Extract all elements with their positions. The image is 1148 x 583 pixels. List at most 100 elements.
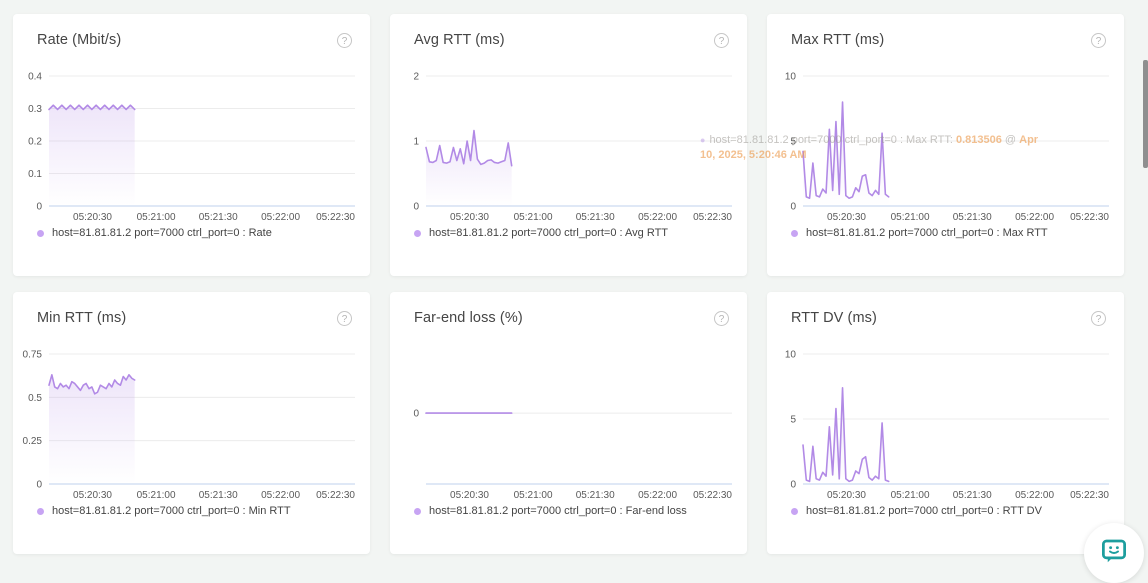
svg-text:0: 0 — [413, 202, 419, 213]
svg-text:0: 0 — [790, 480, 796, 491]
legend-label: host=81.81.81.2 port=7000 ctrl_port=0 : … — [806, 505, 1042, 517]
legend-label: host=81.81.81.2 port=7000 ctrl_port=0 : … — [52, 505, 291, 517]
chart-card-avg-rtt: Avg RTT (ms) ? 0 1 2 05:20:30 05:21:00 05:21:… — [390, 14, 747, 276]
svg-text:05:22:00: 05:22:00 — [1015, 490, 1054, 500]
chart-legend[interactable]: host=81.81.81.2 port=7000 ctrl_port=0 : … — [767, 227, 1124, 239]
legend-dot-icon — [37, 507, 44, 515]
legend-label: host=81.81.81.2 port=7000 ctrl_port=0 : … — [52, 227, 272, 239]
legend-label: host=81.81.81.2 port=7000 ctrl_port=0 : … — [429, 227, 669, 239]
svg-text:05:22:30: 05:22:30 — [693, 212, 732, 222]
chart-card-rate: Rate (Mbit/s) ? 0 0.1 0.2 0.3 0.4 05:20:30 05:… — [13, 14, 370, 276]
chart-card-min-rtt: Min RTT (ms) ? 0 0.25 0.5 0.75 05:20:30 05:21… — [13, 292, 370, 554]
chart-legend[interactable]: host=81.81.81.2 port=7000 ctrl_port=0 : … — [767, 505, 1124, 517]
chart-title: Max RTT (ms) — [791, 32, 885, 48]
card-header: RTT DV (ms) ? — [767, 292, 1124, 334]
chart-title: Min RTT (ms) — [37, 310, 127, 326]
metrics-dashboard: Rate (Mbit/s) ? 0 0.1 0.2 0.3 0.4 05:20:30 05:… — [13, 14, 1148, 583]
min-rtt-line-chart[interactable]: 0 0.25 0.5 0.75 05:20:30 05:21:00 05:21:30 05:2… — [13, 340, 370, 501]
svg-text:05:22:30: 05:22:30 — [1070, 212, 1109, 222]
svg-text:10: 10 — [785, 350, 797, 361]
chart-card-max-rtt: Max RTT (ms) ? 0 5 10 05:20:30 05:21:00 05:21… — [767, 14, 1124, 276]
svg-text:05:20:30: 05:20:30 — [73, 212, 112, 222]
chart-card-rtt-dv: RTT DV (ms) ? 0 5 10 05:20:30 05:21:00 05:21:… — [767, 292, 1124, 554]
chart-card-far-end-loss: Far-end loss (%) ? 0 05:20:30 05:21:00 05:2… — [390, 292, 747, 554]
legend-dot-icon — [791, 507, 798, 515]
svg-text:05:20:30: 05:20:30 — [827, 490, 866, 500]
legend-dot-icon — [37, 229, 44, 237]
max-rtt-line-chart[interactable]: 0 5 10 05:20:30 05:21:00 05:21:30 05:22:00 05:2… — [767, 62, 1124, 223]
svg-text:05:22:00: 05:22:00 — [638, 212, 677, 222]
svg-text:05:22:30: 05:22:30 — [1070, 490, 1109, 500]
svg-text:05:21:30: 05:21:30 — [576, 490, 615, 500]
chart-title: Avg RTT (ms) — [414, 32, 505, 48]
card-header: Far-end loss (%) ? — [390, 292, 747, 334]
help-icon[interactable]: ? — [1091, 33, 1106, 48]
svg-text:0: 0 — [36, 202, 42, 213]
svg-text:1: 1 — [413, 137, 419, 148]
svg-text:0.25: 0.25 — [23, 436, 43, 447]
help-icon[interactable]: ? — [714, 33, 729, 48]
svg-text:05:22:30: 05:22:30 — [693, 490, 732, 500]
legend-label: host=81.81.81.2 port=7000 ctrl_port=0 : … — [806, 227, 1048, 239]
card-header: Max RTT (ms) ? — [767, 14, 1124, 56]
chart-legend[interactable]: host=81.81.81.2 port=7000 ctrl_port=0 : … — [13, 505, 370, 517]
svg-text:05:21:00: 05:21:00 — [137, 490, 176, 500]
chart-legend[interactable]: host=81.81.81.2 port=7000 ctrl_port=0 : … — [390, 227, 747, 239]
help-icon[interactable]: ? — [337, 33, 352, 48]
rate-line-chart[interactable]: 0 0.1 0.2 0.3 0.4 05:20:30 05:21:00 05:21:30 05:… — [13, 62, 370, 223]
svg-text:0.2: 0.2 — [28, 137, 42, 148]
svg-text:05:21:30: 05:21:30 — [953, 490, 992, 500]
svg-text:0.1: 0.1 — [28, 169, 42, 180]
svg-text:5: 5 — [790, 137, 796, 148]
legend-dot-icon — [414, 507, 421, 515]
svg-text:0: 0 — [36, 480, 42, 491]
svg-text:05:21:00: 05:21:00 — [137, 212, 176, 222]
avg-rtt-line-chart[interactable]: 0 1 2 05:20:30 05:21:00 05:21:30 05:22:00 05:22… — [390, 62, 747, 223]
chat-widget-button[interactable] — [1084, 523, 1144, 583]
svg-text:5: 5 — [790, 415, 796, 426]
svg-text:05:20:30: 05:20:30 — [450, 490, 489, 500]
svg-text:05:21:30: 05:21:30 — [199, 490, 238, 500]
card-header: Avg RTT (ms) ? — [390, 14, 747, 56]
chart-title: RTT DV (ms) — [791, 310, 877, 326]
svg-text:05:21:00: 05:21:00 — [891, 212, 930, 222]
far-end-loss-line-chart[interactable]: 0 05:20:30 05:21:00 05:21:30 05:22:00 05:22:3… — [390, 340, 747, 500]
legend-dot-icon — [414, 229, 421, 237]
chart-title: Far-end loss (%) — [414, 310, 523, 326]
svg-text:05:22:00: 05:22:00 — [261, 490, 300, 500]
svg-text:0.4: 0.4 — [28, 72, 42, 83]
vertical-scrollbar-thumb[interactable] — [1143, 60, 1148, 168]
svg-text:0.75: 0.75 — [23, 350, 43, 361]
svg-text:05:21:30: 05:21:30 — [199, 212, 238, 222]
chart-legend[interactable]: host=81.81.81.2 port=7000 ctrl_port=0 : … — [390, 505, 747, 517]
card-header: Rate (Mbit/s) ? — [13, 14, 370, 56]
svg-text:0: 0 — [413, 409, 419, 420]
svg-text:0: 0 — [790, 202, 796, 213]
svg-text:05:22:30: 05:22:30 — [316, 212, 355, 222]
rtt-dv-line-chart[interactable]: 0 5 10 05:20:30 05:21:00 05:21:30 05:22:00 05:2… — [767, 340, 1124, 501]
svg-text:05:20:30: 05:20:30 — [450, 212, 489, 222]
svg-text:05:21:00: 05:21:00 — [514, 490, 553, 500]
svg-text:05:22:00: 05:22:00 — [261, 212, 300, 222]
svg-text:10: 10 — [785, 72, 797, 83]
svg-text:2: 2 — [413, 72, 419, 83]
help-icon[interactable]: ? — [337, 311, 352, 326]
svg-text:05:22:00: 05:22:00 — [1015, 212, 1054, 222]
svg-text:0.5: 0.5 — [28, 393, 42, 404]
svg-text:05:20:30: 05:20:30 — [73, 490, 112, 500]
legend-label: host=81.81.81.2 port=7000 ctrl_port=0 : … — [429, 505, 687, 517]
svg-text:05:22:30: 05:22:30 — [316, 490, 355, 500]
svg-text:05:20:30: 05:20:30 — [827, 212, 866, 222]
svg-text:05:21:00: 05:21:00 — [514, 212, 553, 222]
svg-text:05:21:30: 05:21:30 — [576, 212, 615, 222]
help-icon[interactable]: ? — [714, 311, 729, 326]
card-header: Min RTT (ms) ? — [13, 292, 370, 334]
svg-text:05:21:00: 05:21:00 — [891, 490, 930, 500]
help-icon[interactable]: ? — [1091, 311, 1106, 326]
legend-dot-icon — [791, 229, 798, 237]
chart-title: Rate (Mbit/s) — [37, 32, 122, 48]
chat-smiley-icon — [1102, 539, 1126, 563]
chart-legend[interactable]: host=81.81.81.2 port=7000 ctrl_port=0 : … — [13, 227, 370, 239]
svg-text:05:21:30: 05:21:30 — [953, 212, 992, 222]
svg-text:0.3: 0.3 — [28, 104, 42, 115]
